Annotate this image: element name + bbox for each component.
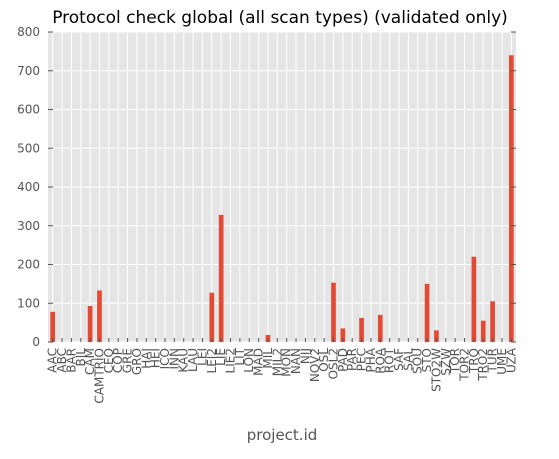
x-tick-label: HAI — [139, 348, 153, 369]
x-tick-label: AAC — [46, 348, 60, 373]
x-tick-label: NAN — [289, 348, 303, 374]
x-tick-label: LIE2 — [224, 348, 238, 373]
x-tick-label: UZA — [504, 347, 518, 373]
bar-ROA — [377, 314, 383, 342]
x-tick-label: COP — [111, 348, 125, 373]
y-tick-label: 200 — [17, 258, 40, 272]
y-tick-label: 100 — [17, 296, 40, 310]
y-tick-label: 400 — [17, 180, 40, 194]
x-tick-label: INN — [167, 348, 181, 370]
x-tick-label: LIE — [214, 348, 228, 366]
x-tick-label: BAR — [64, 348, 78, 373]
y-tick-label: 800 — [17, 25, 40, 39]
x-tick-label: LAU — [186, 348, 200, 372]
x-tick-label: ABC — [55, 348, 69, 373]
x-tick-label: SAL — [401, 348, 415, 371]
x-tick-label: LON — [242, 348, 256, 373]
bar-UZA — [508, 55, 514, 342]
y-tick-label: 700 — [17, 64, 40, 78]
x-tick-label: ROA — [373, 347, 387, 374]
bar-STO2W — [434, 330, 439, 342]
bar-CAM — [87, 305, 93, 342]
x-tick-label: PHA — [364, 347, 378, 372]
bar-TRO2 — [480, 320, 486, 342]
bar-LEI2 — [209, 292, 215, 342]
x-tick-label: GRO — [130, 348, 144, 375]
x-tick-label: PEC — [355, 348, 369, 371]
x-tick-label: PAD — [336, 348, 350, 372]
bar-TUR — [490, 301, 495, 342]
x-tick-label: MIL — [261, 348, 275, 369]
y-tick-label: 600 — [17, 103, 40, 117]
x-tick-label: LIT — [233, 347, 247, 365]
x-tick-label: TRO — [467, 348, 481, 374]
x-tick-label: NIJ — [298, 348, 312, 364]
x-tick-label: TOR — [448, 348, 462, 374]
x-tick-label: PAR — [345, 348, 359, 371]
x-tick-label: KAU — [177, 348, 191, 373]
x-tick-label: MIL2 — [270, 348, 284, 376]
x-tick-label: UME — [495, 348, 509, 375]
bar-AAC — [50, 311, 56, 342]
x-tick-label: HEI — [149, 348, 163, 368]
bar-LIE — [218, 214, 224, 342]
x-tick-label: GRE — [121, 348, 135, 373]
y-tick-label: 300 — [17, 219, 40, 233]
x-tick-label: ICO — [158, 348, 172, 369]
x-tick-label: STO — [420, 348, 434, 372]
x-tick-label: ROT — [383, 347, 397, 373]
x-tick-label: TUR — [486, 348, 500, 373]
x-tick-label: NOV2 — [308, 348, 322, 382]
bar-OSL2 — [331, 282, 336, 342]
x-tick-label: BIL — [74, 348, 88, 367]
x-tick-label: CEO — [102, 348, 116, 373]
tick-marks — [48, 31, 516, 343]
bar-PEC — [359, 317, 364, 342]
y-axis-tick-labels: 0 100 200 300 400 500 600 700 800 — [17, 25, 40, 349]
x-tick-label: MAD — [252, 348, 266, 376]
x-tick-label: MON — [280, 348, 294, 377]
x-tick-label: SOU — [411, 348, 425, 374]
x-tick-label: TRO2 — [476, 348, 490, 382]
y-tick-label: 0 — [32, 335, 40, 349]
x-tick-label: SZW — [439, 348, 453, 376]
x-tick-label: CAMTRIO — [92, 348, 106, 404]
chart-title: Protocol check global (all scan types) (… — [52, 8, 508, 28]
bars — [50, 55, 514, 342]
x-tick-label: TOR2 — [458, 348, 472, 382]
x-tick-label: LEI — [195, 348, 209, 366]
x-axis-title: project.id — [247, 426, 318, 444]
bar-STO — [424, 283, 430, 342]
bar-PAD — [340, 328, 346, 342]
bar-CAMTRIO — [97, 290, 102, 342]
x-tick-label: LEI2 — [205, 348, 219, 373]
x-tick-label: STO2W — [429, 348, 443, 392]
x-tick-label: OSL — [317, 348, 331, 372]
y-tick-label: 500 — [17, 141, 40, 155]
x-axis-tick-labels: AACABCBARBILCAMCAMTRIOCEOCOPGREGROHAIHEI… — [46, 347, 519, 403]
x-tick-label: OSL2 — [326, 348, 340, 379]
x-tick-label: SAF — [392, 348, 406, 371]
bar-TRO — [471, 256, 477, 342]
x-tick-label: CAM — [83, 348, 97, 375]
